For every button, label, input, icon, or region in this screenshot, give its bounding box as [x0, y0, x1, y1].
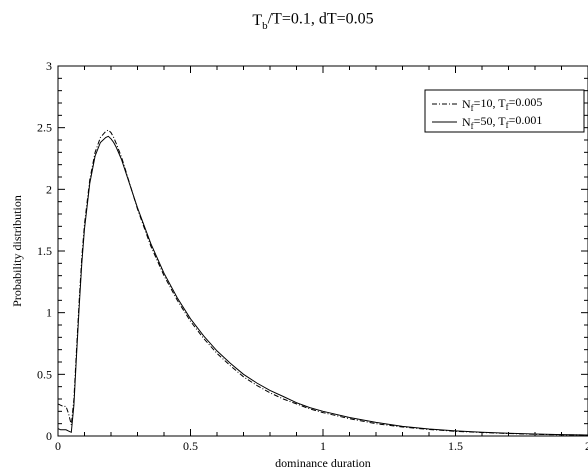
- x-tick-label: 1.5: [448, 439, 463, 453]
- y-axis-title: Probability distribution: [10, 195, 24, 307]
- y-tick-label: 1.5: [37, 244, 52, 258]
- x-tick-label: 0.5: [183, 439, 198, 453]
- x-tick-label: 0: [55, 439, 61, 453]
- series-lines: [57, 129, 588, 436]
- y-tick-label: 3: [46, 59, 52, 73]
- legend-label-part: f: [471, 121, 474, 131]
- axis-ticks: 0 0.5 1 1.5 2 0 0.5 1 1.5 2 2.5 3: [37, 59, 588, 453]
- legend-label-part: =0.005: [509, 95, 543, 109]
- chart-title-part: /T=0.1, dT=0.05: [268, 10, 374, 27]
- x-axis-title: dominance duration: [275, 456, 371, 470]
- chart-title: Tb/T=0.1, dT=0.05: [252, 10, 373, 32]
- chart-title-part: b: [262, 20, 268, 32]
- legend-box: [424, 89, 585, 133]
- y-tick-label: 1: [46, 306, 52, 320]
- legend-label-part: f: [471, 103, 474, 113]
- legend-label-part: N: [462, 115, 471, 129]
- x-tick-label: 1: [320, 439, 326, 453]
- series-line-1: [57, 129, 588, 436]
- y-tick-label: 2.5: [37, 121, 52, 135]
- y-tick-label: 0.5: [37, 367, 52, 381]
- legend-label-part: =10, T: [474, 96, 507, 110]
- legend-label-part: f: [506, 102, 509, 112]
- x-tick-label: 2: [585, 439, 588, 453]
- chart-title-part: T: [252, 12, 262, 29]
- legend-label-part: =50, T: [474, 114, 507, 128]
- legend-label-part: N: [462, 97, 471, 111]
- legend-label-2: Nf=50, Tf=0.001: [462, 113, 542, 131]
- y-tick-label: 0: [46, 429, 52, 443]
- legend-label-part: =0.001: [509, 113, 543, 127]
- series-line-2: [57, 135, 588, 436]
- legend-label-part: f: [506, 120, 509, 130]
- legend-label-1: Nf=10, Tf=0.005: [462, 95, 542, 113]
- y-tick-label: 2: [46, 182, 52, 196]
